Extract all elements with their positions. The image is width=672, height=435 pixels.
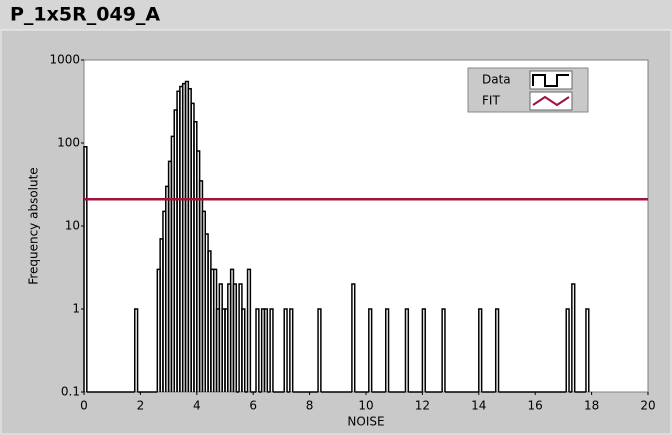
histogram-step <box>384 308 390 392</box>
x-tick-label: 4 <box>193 399 201 413</box>
x-tick-label: 14 <box>471 399 486 413</box>
plot-area <box>83 59 649 393</box>
y-tick-label: 1 <box>72 302 80 316</box>
y-tick-label: 1000 <box>49 53 80 67</box>
histogram-step <box>246 268 252 392</box>
x-tick-label: 18 <box>584 399 599 413</box>
histogram-step <box>585 308 590 392</box>
histogram-step <box>283 308 288 392</box>
histogram-step <box>571 283 576 392</box>
x-tick-label: 16 <box>528 399 543 413</box>
histogram-step <box>269 308 274 392</box>
histogram-step <box>289 308 294 392</box>
histogram-step <box>351 283 356 392</box>
histogram-step <box>255 308 260 392</box>
histogram-step <box>317 308 322 392</box>
legend-swatch <box>532 95 570 107</box>
histogram-step <box>232 283 238 392</box>
histogram-step <box>134 308 139 392</box>
legend-label: Data <box>482 73 511 87</box>
title-bar <box>0 0 672 30</box>
x-tick-label: 8 <box>306 399 314 413</box>
legend-label: FIT <box>482 94 500 108</box>
x-tick-label: 0 <box>80 399 88 413</box>
x-axis-label: NOISE <box>347 415 384 429</box>
chart-title: P_1x5R_049_A <box>10 4 160 26</box>
histogram-step <box>263 308 269 392</box>
histogram-step <box>478 308 483 392</box>
y-axis-label: Frequency absolute <box>27 167 41 284</box>
histogram-step <box>441 308 446 392</box>
x-tick-label: 6 <box>249 399 257 413</box>
y-tick-label: 10 <box>65 219 80 233</box>
histogram-step <box>565 308 570 392</box>
histogram-step <box>494 308 500 392</box>
legend-swatch <box>532 74 569 87</box>
y-tick-label: 100 <box>57 136 80 150</box>
histogram-step <box>83 146 88 392</box>
histogram-step <box>241 308 246 392</box>
x-tick-label: 12 <box>415 399 430 413</box>
x-tick-label: 2 <box>137 399 145 413</box>
y-tick-label: 0.1 <box>61 385 80 399</box>
x-tick-label: 20 <box>640 399 655 413</box>
x-tick-label: 10 <box>358 399 373 413</box>
histogram-step <box>404 308 410 392</box>
histogram-step <box>421 308 426 392</box>
histogram-step <box>368 308 373 392</box>
